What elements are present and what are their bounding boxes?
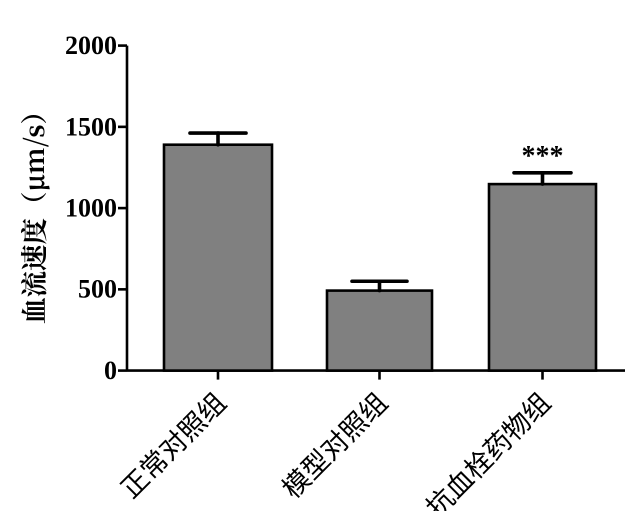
- svg-text:2000: 2000: [65, 31, 117, 60]
- svg-text:***: ***: [522, 141, 564, 172]
- svg-text:模型对照组: 模型对照组: [277, 387, 394, 504]
- svg-text:抗血栓药物组: 抗血栓药物组: [421, 387, 557, 511]
- svg-text:血流速度（μm/s）: 血流速度（μm/s）: [13, 98, 52, 324]
- svg-text:正常对照组: 正常对照组: [115, 387, 232, 504]
- svg-text:1000: 1000: [65, 194, 117, 223]
- svg-text:500: 500: [78, 275, 117, 304]
- svg-text:1500: 1500: [65, 113, 117, 142]
- svg-text:0: 0: [104, 356, 117, 385]
